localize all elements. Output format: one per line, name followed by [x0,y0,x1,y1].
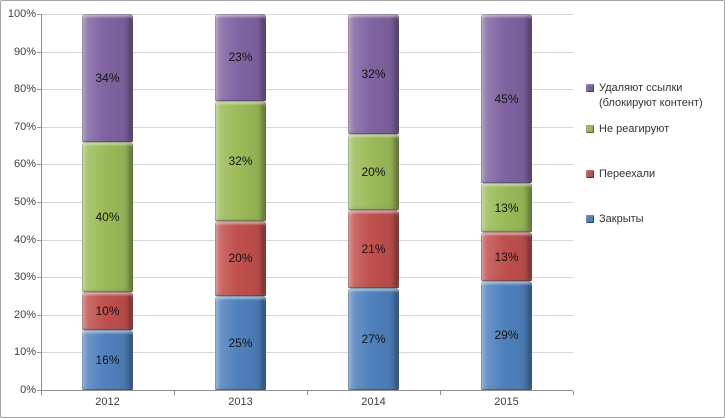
y-axis-tick-label: 40% [13,234,36,246]
gridline [41,277,573,278]
bar-2012: 16% 10% 40% 34% [82,14,133,390]
x-axis-category-label: 2015 [494,396,519,408]
y-axis-tick [37,352,41,353]
bar-2013: 25% 20% 32% 23% [215,14,266,390]
bar-segment: 23% [215,14,266,101]
y-axis-tick [37,315,41,316]
bar-segment: 45% [481,14,532,184]
bar-segment: 21% [348,209,399,289]
bar-2014: 27% 21% 20% 32% [348,14,399,390]
bar-segment: 16% [82,329,133,390]
y-axis-tick [37,164,41,165]
bar-segment: 20% [348,134,399,210]
data-label: 45% [494,91,519,106]
data-label: 20% [361,164,386,179]
chart-legend: Удаляют ссылки (блокируют контент) Не реа… [586,1,721,417]
y-axis-tick-label: 50% [13,196,36,208]
data-label: 21% [361,242,386,256]
x-axis-line [37,390,573,391]
gridline [41,164,573,165]
data-label: 34% [95,70,120,85]
bar-segment: 40% [82,141,133,293]
x-axis-tick [440,391,441,395]
data-label: 20% [228,251,253,266]
legend-item: Удаляют ссылки (блокируют контент) [586,81,719,111]
y-axis-tick-label: 30% [13,271,36,283]
y-axis-tick-label: 100% [7,8,36,20]
data-label: 32% [228,153,253,168]
legend-color-marker [586,215,594,223]
data-label: 32% [361,67,386,82]
x-axis-category-label: 2014 [361,396,386,408]
gridline [41,52,573,53]
data-label: 27% [361,332,386,347]
bar-segment: 32% [215,100,266,221]
legend-color-marker [586,84,594,92]
y-axis-tick [37,52,41,53]
y-axis-tick-label: 20% [13,309,36,321]
data-label: 29% [494,328,519,343]
y-axis-tick-label: 90% [13,46,36,58]
y-axis-tick [37,14,41,15]
y-axis-tick [37,127,41,128]
gridline [41,352,573,353]
data-label: 23% [228,50,253,65]
legend-item: Закрыты [586,212,644,227]
legend-item: Переехали [586,167,655,182]
y-axis-line [41,14,42,390]
data-label: 16% [95,352,120,367]
y-axis-tick-label: 10% [13,346,36,358]
bar-segment: 34% [82,14,133,142]
x-axis-tick [41,391,42,395]
bar-segment: 13% [481,232,532,281]
legend-item: Не реагируют [586,122,669,137]
x-axis-category-label: 2012 [95,396,120,408]
y-axis-tick-label: 0% [20,384,36,396]
y-axis-tick [37,89,41,90]
bar-segment: 25% [215,296,266,390]
legend-label: Переехали [599,168,656,180]
x-axis-tick [174,391,175,395]
gridline [41,127,573,128]
bar-segment: 13% [481,183,532,233]
gridline [41,89,573,90]
legend-color-marker [586,170,594,178]
bar-segment: 20% [215,220,266,296]
plot-area: 16% 10% 40% 34% 25% 20% 32% 23% 27% 21% 20% 32% 29% 1… [41,14,573,390]
y-axis-tick-label: 60% [13,158,36,170]
y-axis-tick-label: 80% [13,83,36,95]
y-axis-tick [37,390,41,391]
x-axis-tick [573,391,574,395]
x-axis-tick [307,391,308,395]
legend-label: Удаляют ссылки (блокируют контент) [599,82,703,109]
bar-segment: 29% [481,280,532,390]
legend-color-marker [586,125,594,133]
y-axis-tick-label: 70% [13,121,36,133]
gridline [41,315,573,316]
gridline [41,14,573,15]
legend-label: Закрыты [599,213,644,225]
gridline [41,240,573,241]
data-label: 13% [494,249,519,264]
data-label: 40% [95,210,120,225]
legend-label: Не реагируют [599,123,670,135]
bar-segment: 32% [348,14,399,135]
data-label: 13% [494,200,519,215]
bar-segment: 10% [82,292,133,330]
y-axis-tick [37,277,41,278]
data-label: 25% [228,336,253,350]
y-axis-tick [37,240,41,241]
y-axis-tick [37,202,41,203]
x-axis-category-label: 2013 [228,396,253,408]
bar-2015: 29% 13% 13% 45% [481,14,532,390]
gridline [41,202,573,203]
bar-segment: 27% [348,288,399,390]
data-label: 10% [95,304,120,319]
